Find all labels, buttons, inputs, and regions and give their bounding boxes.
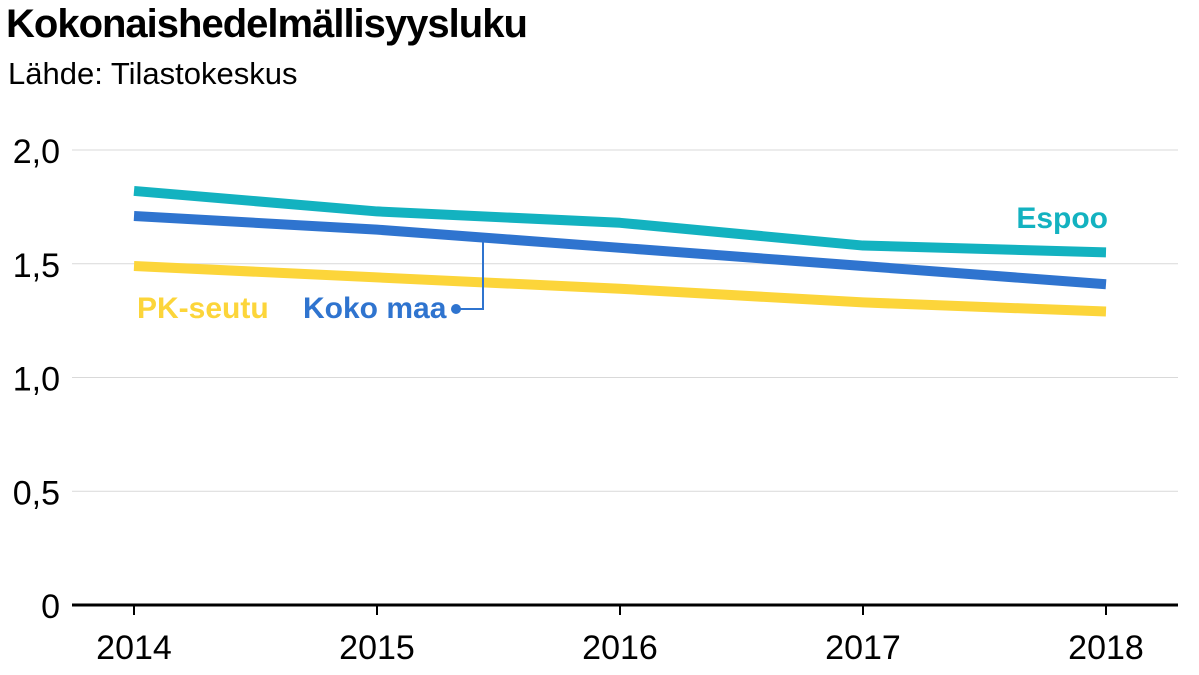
series-line-pk-seutu (133, 261, 1107, 317)
series-label-koko-maa: Koko maa (303, 292, 447, 325)
koko-maa-leader-dot (451, 304, 461, 314)
x-tick-label: 2018 (1068, 629, 1144, 667)
series-line-koko-maa (133, 210, 1107, 290)
y-tick-label: 2,0 (13, 133, 60, 171)
series-label-pk-seutu: PK-seutu (137, 292, 269, 325)
chart-title: Kokonaishedelmällisyysluku (6, 2, 528, 46)
x-tick-label: 2014 (96, 629, 172, 667)
x-tick-label: 2016 (582, 629, 658, 667)
series-label-espoo: Espoo (1016, 202, 1108, 235)
x-tick-label: 2017 (825, 629, 901, 667)
y-tick-label: 1,5 (13, 247, 60, 285)
x-tick-label: 2015 (339, 629, 415, 667)
y-tick-label: 0 (41, 588, 60, 626)
chart-subtitle: Lähde: Tilastokeskus (8, 56, 298, 91)
koko-maa-leader-line (456, 241, 484, 310)
series-line-espoo (133, 185, 1107, 258)
y-tick-label: 1,0 (13, 361, 60, 399)
y-tick-label: 0,5 (13, 474, 60, 512)
